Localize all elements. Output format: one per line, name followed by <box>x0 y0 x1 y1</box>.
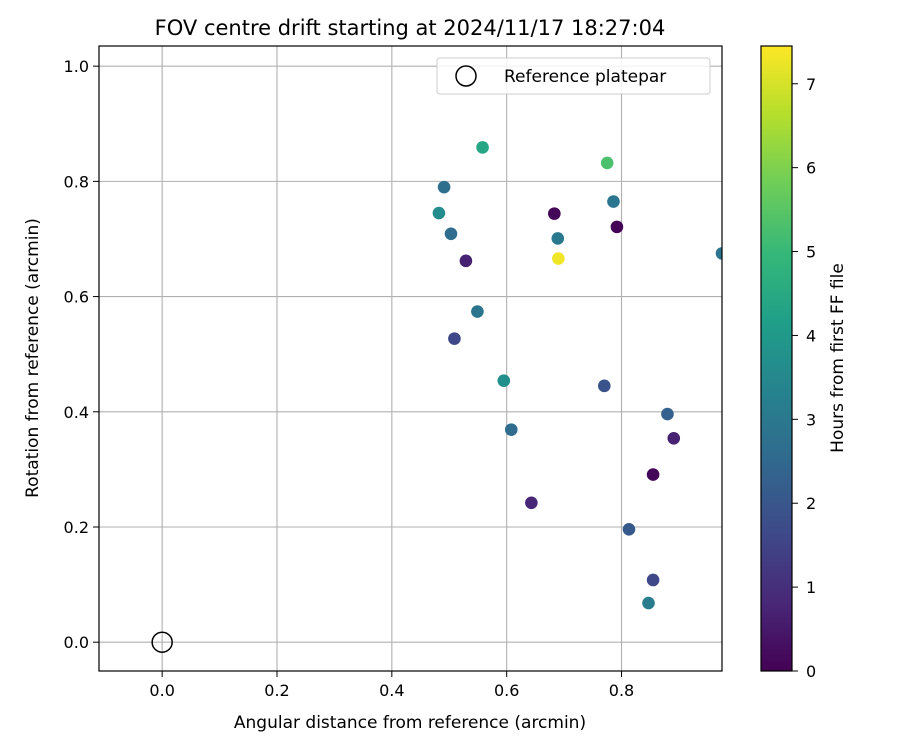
y-tick-label: 0.4 <box>64 403 89 422</box>
y-tick-label: 1.0 <box>64 57 89 76</box>
legend: Reference platepar <box>436 57 711 95</box>
x-tick-label: 0.6 <box>494 681 519 700</box>
data-point <box>525 496 538 510</box>
x-axis-label: Angular distance from reference (arcmin) <box>234 713 586 733</box>
y-axis-label: Rotation from reference (arcmin) <box>23 218 43 498</box>
reference-layer <box>151 631 173 653</box>
x-tick-label: 0.8 <box>609 681 634 700</box>
colorbar-tick-label: 1 <box>806 578 816 597</box>
data-point <box>552 252 565 265</box>
chart-title: FOV centre drift starting at 2024/11/17 … <box>155 16 666 40</box>
colorbar-gradient <box>761 46 792 671</box>
colorbar-tick-label: 2 <box>806 494 816 513</box>
plot-frame <box>98 45 723 672</box>
y-tick-label: 0.8 <box>64 172 89 191</box>
data-point <box>548 207 561 220</box>
data-point <box>437 180 451 194</box>
data-point <box>600 156 614 170</box>
colorbar-label: Hours from first FF file <box>828 263 848 453</box>
grid-layer <box>99 46 722 671</box>
x-tick-label: 0.4 <box>379 681 404 700</box>
y-tick-label: 0.2 <box>64 518 89 537</box>
legend-reference-marker <box>455 65 477 87</box>
points-layer <box>432 141 722 610</box>
colorbar-tick-label: 0 <box>806 662 816 681</box>
data-point <box>597 379 611 393</box>
colorbar-tick-label: 7 <box>806 75 816 94</box>
data-point <box>622 522 636 536</box>
data-point <box>459 254 473 268</box>
x-tick-label: 0.2 <box>264 681 289 700</box>
data-point <box>504 423 518 436</box>
data-point <box>471 305 484 318</box>
colorbar-ticks: 0 1 2 3 4 5 6 7 <box>792 75 816 681</box>
data-point <box>646 573 660 587</box>
reference-platepar-marker <box>151 631 173 653</box>
data-point <box>715 247 722 260</box>
colorbar-frame <box>760 45 793 672</box>
data-point <box>607 195 620 208</box>
legend-reference-label: Reference platepar <box>504 67 666 87</box>
data-point <box>432 206 446 220</box>
data-point <box>667 431 681 445</box>
data-point <box>448 332 461 345</box>
data-point <box>497 374 511 387</box>
x-axis-ticks: 0.0 0.2 0.4 0.6 0.8 <box>149 671 634 700</box>
colorbar-tick-label: 4 <box>806 326 816 345</box>
legend-box <box>436 57 711 95</box>
x-tick-label: 0.0 <box>149 681 174 700</box>
data-point <box>661 407 674 421</box>
data-point <box>476 141 489 154</box>
colorbar-tick-label: 3 <box>806 410 816 429</box>
data-point <box>610 220 624 234</box>
data-point <box>646 468 660 481</box>
y-tick-label: 0.0 <box>64 633 89 652</box>
colorbar-tick-label: 5 <box>806 243 816 262</box>
colorbar-tick-label: 6 <box>806 159 816 178</box>
y-tick-label: 0.6 <box>64 288 89 307</box>
data-point <box>444 227 458 241</box>
colorbar: 0 1 2 3 4 5 6 7 Hours from first FF file <box>760 45 848 681</box>
data-point <box>642 596 655 610</box>
y-axis-ticks: 0.0 0.2 0.4 0.6 0.8 1.0 <box>64 57 99 652</box>
data-point <box>551 232 565 245</box>
